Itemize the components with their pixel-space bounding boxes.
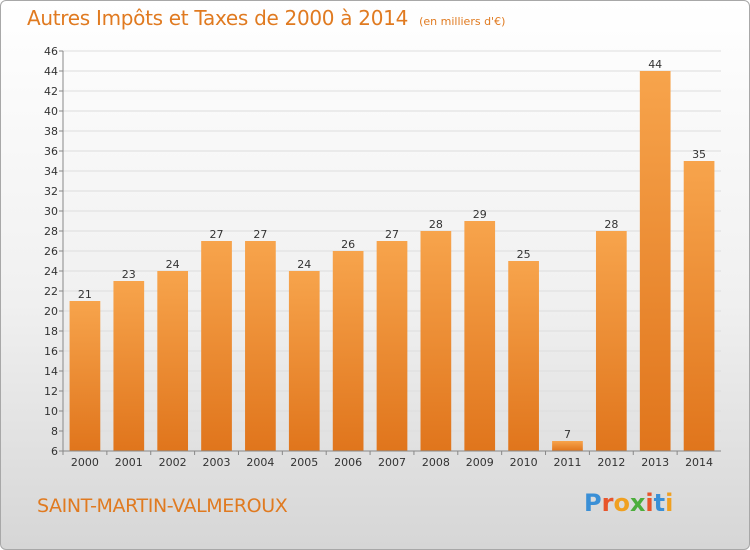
data-label: 7: [564, 428, 571, 441]
y-tick-label: 46: [44, 45, 58, 58]
y-tick-label: 40: [44, 105, 58, 118]
y-tick-label: 10: [44, 405, 58, 418]
chart-unit: (en milliers d'€): [419, 15, 506, 28]
x-tick-label: 2001: [115, 456, 143, 469]
x-tick-label: 2011: [553, 456, 581, 469]
data-label: 35: [692, 148, 706, 161]
bar: [420, 231, 452, 451]
data-label: 28: [429, 218, 443, 231]
bar: [113, 281, 145, 451]
y-tick-label: 32: [44, 185, 58, 198]
x-tick-label: 2002: [159, 456, 187, 469]
y-tick-label: 38: [44, 125, 58, 138]
data-label: 44: [648, 58, 662, 71]
y-tick-label: 42: [44, 85, 58, 98]
y-tick-label: 44: [44, 65, 58, 78]
bar: [201, 241, 232, 451]
bar: [157, 271, 189, 451]
bar: [288, 271, 320, 451]
bars-layer: 21 23 24 27 27 24 26 27 28 29 25 7 28 44 35: [69, 58, 715, 451]
x-tick-label: 2013: [641, 456, 669, 469]
data-label: 27: [385, 228, 399, 241]
data-label: 25: [517, 248, 531, 261]
bar: [683, 161, 715, 451]
location-name: SAINT-MARTIN-VALMEROUX: [37, 495, 288, 517]
data-label: 21: [78, 288, 92, 301]
x-tick-label: 2000: [71, 456, 99, 469]
x-tick-label: 2006: [334, 456, 362, 469]
x-tick-label: 2009: [466, 456, 494, 469]
chart-title-row: Autres Impôts et Taxes de 2000 à 2014 (e…: [27, 6, 505, 30]
bar: [245, 241, 276, 451]
y-tick-label: 12: [44, 385, 58, 398]
y-tick-label: 8: [51, 425, 58, 438]
data-label: 24: [297, 258, 311, 271]
x-tick-label: 2014: [685, 456, 713, 469]
bar: [376, 241, 408, 451]
axis-layer: 6 8 10 12 14 16 18 20 22 24 26 28 30 32 34 36 38 40 42 44 46…: [44, 45, 721, 469]
proxiti-logo: Proxiti: [584, 489, 674, 517]
chart-title: Autres Impôts et Taxes de 2000 à 2014: [27, 6, 408, 30]
x-tick-label: 2010: [510, 456, 538, 469]
y-tick-label: 20: [44, 305, 58, 318]
data-label: 29: [473, 208, 487, 221]
x-tick-label: 2005: [290, 456, 318, 469]
bar: [464, 221, 496, 451]
y-tick-label: 14: [44, 365, 58, 378]
x-tick-label: 2008: [422, 456, 450, 469]
data-label: 27: [253, 228, 267, 241]
bar: [639, 71, 671, 451]
y-tick-label: 36: [44, 145, 58, 158]
bar: [508, 261, 539, 451]
y-tick-label: 18: [44, 325, 58, 338]
y-tick-label: 16: [44, 345, 58, 358]
data-label: 23: [122, 268, 136, 281]
x-tick-label: 2004: [246, 456, 274, 469]
x-tick-label: 2003: [203, 456, 231, 469]
y-tick-label: 26: [44, 245, 58, 258]
data-label: 28: [604, 218, 618, 231]
data-label: 27: [210, 228, 224, 241]
y-tick-label: 30: [44, 205, 58, 218]
x-tick-label: 2012: [597, 456, 625, 469]
data-label: 24: [166, 258, 180, 271]
y-tick-label: 22: [44, 285, 58, 298]
bar: [595, 231, 627, 451]
y-tick-label: 6: [51, 445, 58, 458]
bar: [69, 301, 101, 451]
bar: [332, 251, 364, 451]
y-tick-label: 28: [44, 225, 58, 238]
bar: [552, 441, 583, 451]
x-tick-label: 2007: [378, 456, 406, 469]
data-label: 26: [341, 238, 355, 251]
y-tick-label: 24: [44, 265, 58, 278]
y-tick-label: 34: [44, 165, 58, 178]
